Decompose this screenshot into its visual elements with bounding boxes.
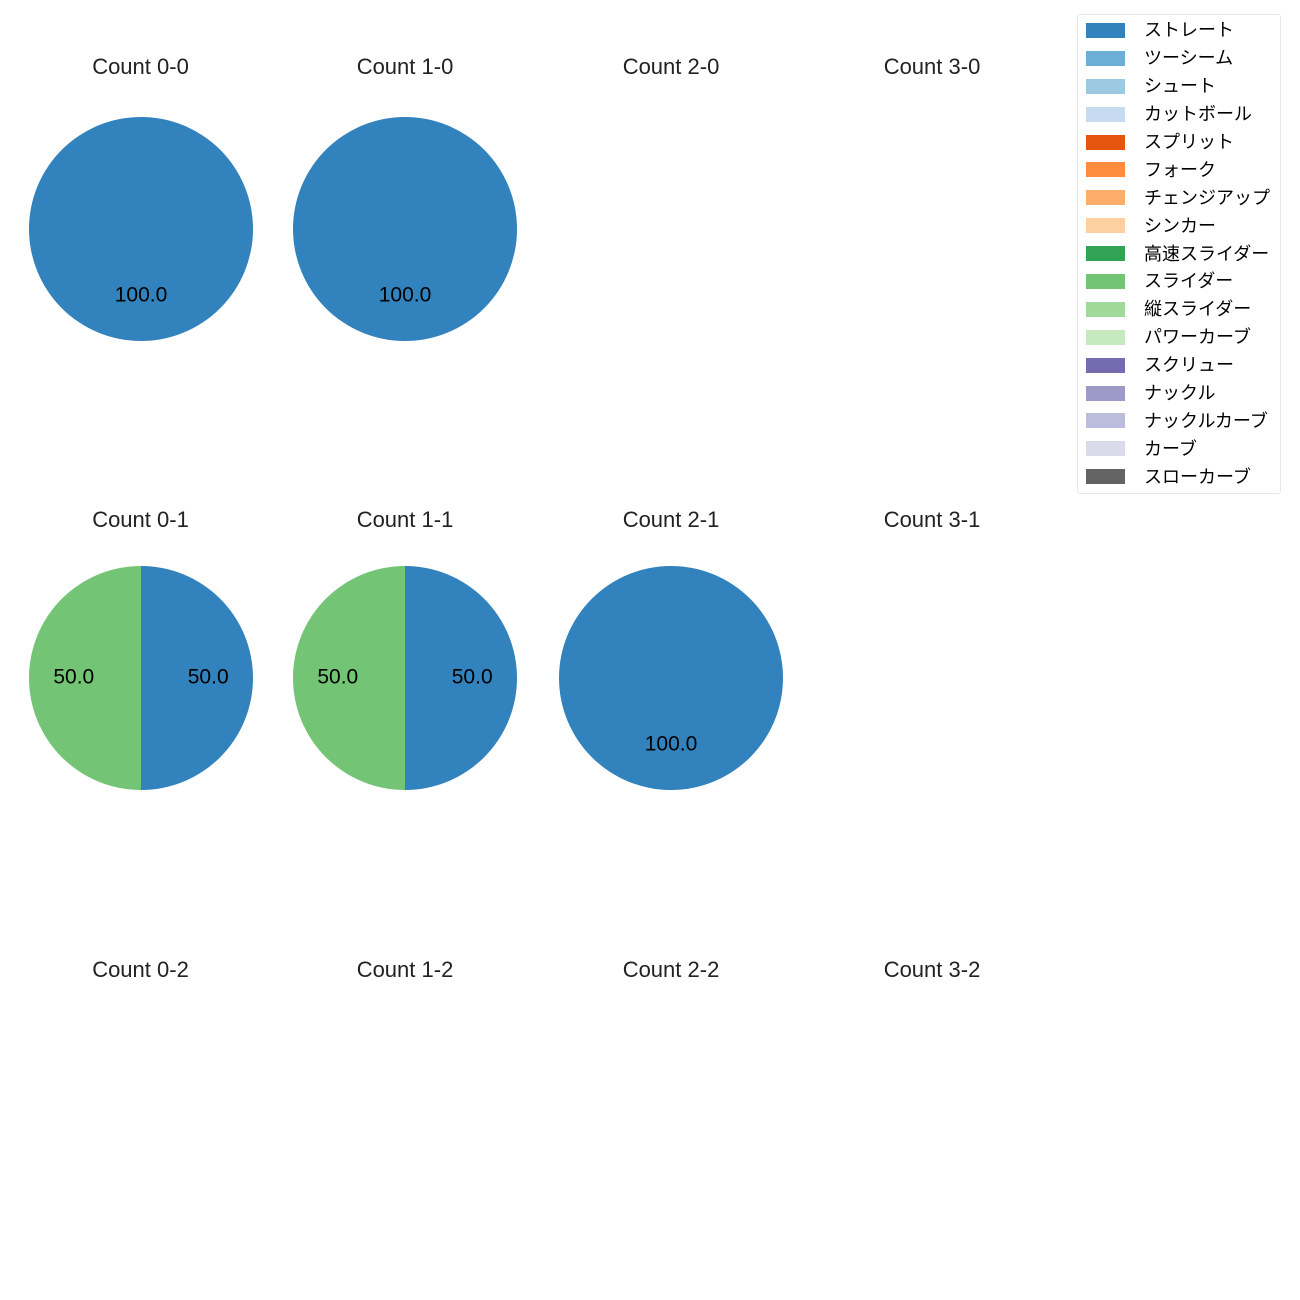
- svg-text:100.0: 100.0: [645, 733, 698, 756]
- svg-text:50.0: 50.0: [317, 666, 358, 689]
- svg-text:50.0: 50.0: [53, 666, 94, 689]
- svg-text:50.0: 50.0: [452, 666, 493, 689]
- svg-text:100.0: 100.0: [379, 284, 432, 307]
- svg-text:50.0: 50.0: [187, 666, 228, 689]
- svg-text:100.0: 100.0: [114, 284, 167, 307]
